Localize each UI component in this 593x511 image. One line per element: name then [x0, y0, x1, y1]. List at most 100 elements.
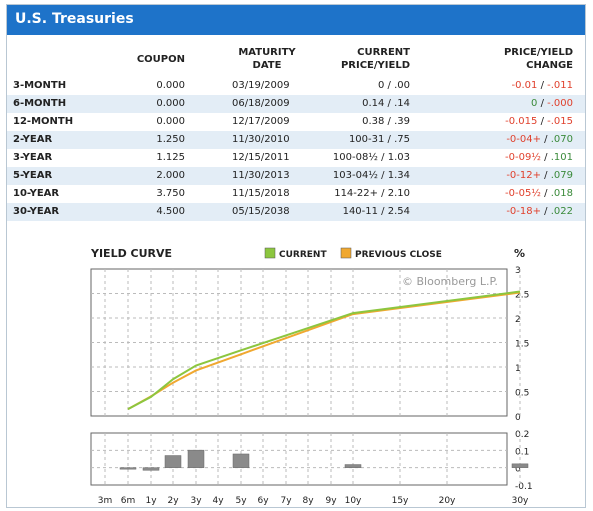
- change-separator: /: [541, 188, 551, 199]
- price-yield-value: 100-31 / .75: [348, 134, 410, 145]
- maturity-date: 06/18/2009: [232, 98, 290, 109]
- x-tick-label: 3m: [98, 496, 113, 506]
- y-tick-label: 0.5: [515, 389, 529, 399]
- maturity-name: 2-YEAR: [13, 134, 53, 145]
- x-tick-label: 6m: [121, 496, 136, 506]
- treasuries-widget: U.S. Treasuries COUPON MATURITY DATE CUR…: [6, 4, 586, 508]
- change-bar: [344, 464, 362, 468]
- yield-change: .022: [550, 206, 573, 217]
- change-y-tick-label: -0.1: [515, 482, 533, 492]
- legend-swatch: [264, 247, 276, 259]
- x-tick-label: 4y: [212, 496, 224, 506]
- change-bar: [187, 449, 205, 468]
- price-yield-value: 0 / .00: [378, 80, 410, 91]
- yield-curve-chart: YIELD CURVE CURRENT PREVIOUS CLOSE % 0 0.5 1 1.…: [90, 247, 533, 506]
- x-tick-label: 10y: [345, 496, 362, 506]
- col-change: PRICE/YIELD CHANGE: [504, 46, 573, 72]
- change-value: -0.015 / -.015: [505, 116, 573, 127]
- change-separator: /: [541, 170, 551, 181]
- price-yield-value: 114-22+ / 2.10: [334, 188, 410, 199]
- table-row: 10-YEAR 3.750 11/15/2018 114-22+ / 2.10 -0-0…: [7, 185, 585, 203]
- legend-label: CURRENT: [279, 250, 327, 260]
- change-separator: /: [541, 206, 551, 217]
- change-value: -0.01 / -.011: [512, 80, 573, 91]
- col-change-line2: CHANGE: [526, 60, 573, 71]
- maturity-name: 5-YEAR: [13, 170, 53, 181]
- maturity-date: 05/15/2038: [232, 206, 290, 217]
- coupon-value: 1.125: [156, 152, 185, 163]
- maturity-date: 11/15/2018: [232, 188, 290, 199]
- price-change: -0.015: [505, 116, 538, 127]
- coupon-value: 1.250: [156, 134, 185, 145]
- legend-label: PREVIOUS CLOSE: [355, 250, 442, 260]
- x-tick-label: 2y: [167, 496, 179, 506]
- yield-change: .079: [550, 170, 573, 181]
- change-plot-frame: [90, 432, 508, 486]
- change-bar: [511, 463, 529, 468]
- x-tick-label: 6y: [257, 496, 269, 506]
- maturity-name: 10-YEAR: [13, 188, 60, 199]
- price-yield-value: 100-08½ / 1.03: [332, 152, 410, 163]
- price-yield-value: 0.14 / .14: [362, 98, 410, 109]
- change-bar: [119, 467, 137, 470]
- price-change: -0-09½: [505, 152, 541, 163]
- change-y-tick-label: 0.1: [515, 447, 529, 457]
- col-change-line1: PRICE/YIELD: [503, 47, 573, 58]
- yield-change: -.000: [547, 98, 573, 109]
- change-separator: /: [537, 98, 548, 109]
- coupon-value: 0.000: [156, 98, 185, 109]
- col-coupon: COUPON: [136, 54, 185, 65]
- x-tick-label: 7y: [280, 496, 292, 506]
- table-row: 3-YEAR 1.125 12/15/2011 100-08½ / 1.03 -0-09…: [7, 149, 585, 167]
- maturity-date: 12/15/2011: [232, 152, 290, 163]
- table-row: 3-MONTH 0.000 03/19/2009 0 / .00 -0.01 / -.0…: [7, 77, 585, 95]
- change-value: 0 / -.000: [531, 98, 573, 109]
- change-value: -0-09½ / .101: [505, 152, 573, 163]
- x-tick-label: 3y: [190, 496, 202, 506]
- change-bar: [142, 467, 160, 471]
- maturity-date: 03/19/2009: [232, 80, 290, 91]
- x-tick-label: 30y: [512, 496, 529, 506]
- maturity-name: 3-MONTH: [13, 80, 67, 91]
- y-tick-label: 0: [515, 413, 521, 423]
- price-change: 0: [531, 98, 538, 109]
- table-header: COUPON MATURITY DATE CURRENT PRICE/YIELD…: [7, 43, 585, 77]
- price-change: -0.01: [511, 80, 538, 91]
- change-y-tick-label: 0: [515, 465, 521, 475]
- x-tick-label: 9y: [325, 496, 337, 506]
- col-price-yield-line1: CURRENT: [357, 47, 410, 58]
- change-separator: /: [541, 134, 551, 145]
- maturity-name: 6-MONTH: [13, 98, 67, 109]
- col-price-yield: CURRENT PRICE/YIELD: [341, 46, 410, 72]
- coupon-value: 2.000: [156, 170, 185, 181]
- table-row: 6-MONTH 0.000 06/18/2009 0.14 / .14 0 / -.00…: [7, 95, 585, 113]
- col-maturity: MATURITY DATE: [232, 46, 302, 72]
- price-yield-value: 103-04½ / 1.34: [332, 170, 410, 181]
- coupon-value: 0.000: [156, 80, 185, 91]
- price-yield-value: 0.38 / .39: [362, 116, 410, 127]
- table-row: 2-YEAR 1.250 11/30/2010 100-31 / .75 -0-04+ …: [7, 131, 585, 149]
- legend-swatch: [340, 247, 352, 259]
- maturity-date: 12/17/2009: [232, 116, 290, 127]
- change-y-tick-label: 0.2: [515, 430, 529, 440]
- table-row: 5-YEAR 2.000 11/30/2013 103-04½ / 1.34 -0-12…: [7, 167, 585, 185]
- table-row: 30-YEAR 4.500 05/15/2038 140-11 / 2.54 -0-18…: [7, 203, 585, 221]
- yield-change: .018: [550, 188, 573, 199]
- y-tick-label: 2: [515, 315, 521, 325]
- change-value: -0-04+ / .070: [506, 134, 573, 145]
- coupon-value: 4.500: [156, 206, 185, 217]
- y-tick-label: 2.5: [515, 291, 529, 301]
- maturity-name: 12-MONTH: [13, 116, 74, 127]
- x-tick-label: 8y: [302, 496, 314, 506]
- widget-title: U.S. Treasuries: [15, 11, 134, 27]
- y-tick-label: 3: [515, 266, 521, 276]
- col-price-yield-line2: PRICE/YIELD: [340, 60, 410, 71]
- chart-watermark: © Bloomberg L.P.: [402, 275, 498, 288]
- col-maturity-line1: MATURITY: [238, 47, 296, 58]
- price-change: -0-04+: [506, 134, 541, 145]
- price-change: -0-12+: [506, 170, 541, 181]
- yield-change: -.011: [547, 80, 573, 91]
- x-tick-label: 15y: [392, 496, 409, 506]
- table-row: 12-MONTH 0.000 12/17/2009 0.38 / .39 -0.015 …: [7, 113, 585, 131]
- change-bar: [164, 455, 182, 468]
